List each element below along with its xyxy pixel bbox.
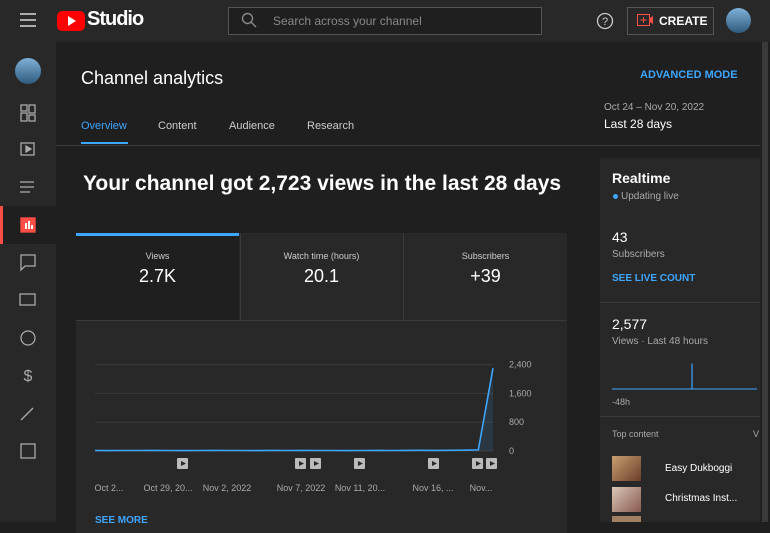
search-placeholder: Search across your channel (273, 14, 422, 28)
metric-value[interactable]: 20.1 (303, 266, 340, 286)
line (94, 368, 494, 452)
tab-indicator (81, 142, 128, 144)
top-content-column: V (753, 429, 760, 439)
bar (691, 363, 693, 389)
tile-divider (403, 233, 404, 320)
help-icon[interactable]: ? (596, 12, 614, 30)
tab[interactable]: Research (307, 120, 355, 132)
metric-value[interactable]: +39 (470, 266, 501, 286)
metric-value: 2.7K (138, 266, 177, 286)
live-dot (613, 194, 618, 199)
avatar[interactable] (726, 8, 751, 33)
event-marker-icon (476, 461, 481, 466)
sidebar-icons: $ (19, 104, 36, 459)
subscriber-count: 43 (612, 229, 628, 245)
metric-label[interactable]: Subscribers (461, 251, 510, 261)
page-title: Channel analytics (81, 68, 224, 88)
metric-label: Views (145, 251, 170, 261)
event-marker-icon (358, 461, 363, 466)
y-tick-label: 2,400 (509, 360, 532, 370)
period[interactable]: Last 28 days (604, 117, 673, 131)
subscriber-label: Subscribers (612, 249, 665, 260)
views-chart: 2,400 1,600 800 0 Oct 2... Oct 29, 20... Nov 2… (94, 360, 532, 493)
views-count: 2,577 (612, 316, 648, 332)
see-live-count[interactable]: SEE LIVE COUNT (612, 273, 696, 284)
sidebar (0, 42, 56, 522)
event-marker-icon (432, 461, 437, 466)
realtime-status: Updating live (621, 191, 679, 202)
headline: Your channel got 2,723 views in the last… (82, 172, 562, 195)
date-range[interactable]: Oct 24 – Nov 20, 2022 (604, 102, 705, 113)
x-tick-label: Nov 7, 2022 (277, 483, 326, 493)
divider (600, 302, 760, 303)
tab[interactable]: Audience (229, 120, 275, 132)
thumbnail[interactable] (612, 456, 641, 481)
search-icon (241, 12, 257, 28)
x-tick-label: Nov 11, 20... (335, 483, 385, 493)
y-tick-label: 800 (509, 417, 524, 427)
menu-icon[interactable] (20, 13, 36, 27)
divider (56, 145, 760, 146)
logo-text[interactable]: Studio (87, 8, 144, 30)
event-marker-icon (181, 461, 186, 466)
event-marker-icon (299, 461, 304, 466)
content-title[interactable]: Easy Dukboggi (665, 463, 733, 474)
x-tick-label: Oct 2... (94, 483, 123, 493)
views-label: Views · Last 48 hours (612, 336, 708, 347)
event-marker-icon (490, 461, 495, 466)
top-content-label: Top content (612, 429, 659, 439)
sidebar-avatar[interactable] (15, 58, 41, 84)
tile-divider (76, 320, 567, 321)
see-more[interactable]: SEE MORE (95, 515, 148, 526)
create-icon (637, 14, 653, 26)
advanced-mode[interactable]: ADVANCED MODE (640, 69, 738, 81)
realtime-chart (612, 363, 757, 390)
logo-icon[interactable] (57, 11, 85, 31)
page: Studio Search across your channel ? CREA… (0, 7, 768, 526)
search-box[interactable] (228, 7, 542, 35)
tab[interactable]: Content (158, 120, 197, 132)
tile-divider (240, 233, 241, 320)
x-tick-label: Oct 29, 20... (143, 483, 192, 493)
x-tick-label: Nov... (470, 483, 493, 493)
divider (600, 416, 760, 417)
realtime-title: Realtime (612, 170, 671, 186)
svg-text:?: ? (602, 16, 608, 28)
event-marker-icon (314, 461, 319, 466)
area (95, 368, 493, 451)
metric-label[interactable]: Watch time (hours) (283, 251, 360, 261)
y-tick-label: 1,600 (509, 388, 532, 398)
create-button[interactable] (627, 7, 714, 35)
svg-text:$: $ (24, 368, 33, 385)
tab[interactable]: Overview (81, 120, 127, 132)
content-title[interactable]: Christmas Inst... (665, 493, 738, 504)
thumbnail[interactable] (612, 516, 641, 522)
x-tick-label: Nov 2, 2022 (203, 483, 252, 493)
create-label[interactable]: CREATE (659, 14, 708, 28)
scrollbar[interactable] (762, 42, 768, 522)
y-tick-label: 0 (509, 446, 514, 456)
metric-tile-selected[interactable] (76, 233, 239, 320)
thumbnail[interactable] (612, 487, 641, 512)
realtime-start: -48h (612, 397, 631, 407)
x-tick-label: Nov 16, ... (412, 483, 453, 493)
